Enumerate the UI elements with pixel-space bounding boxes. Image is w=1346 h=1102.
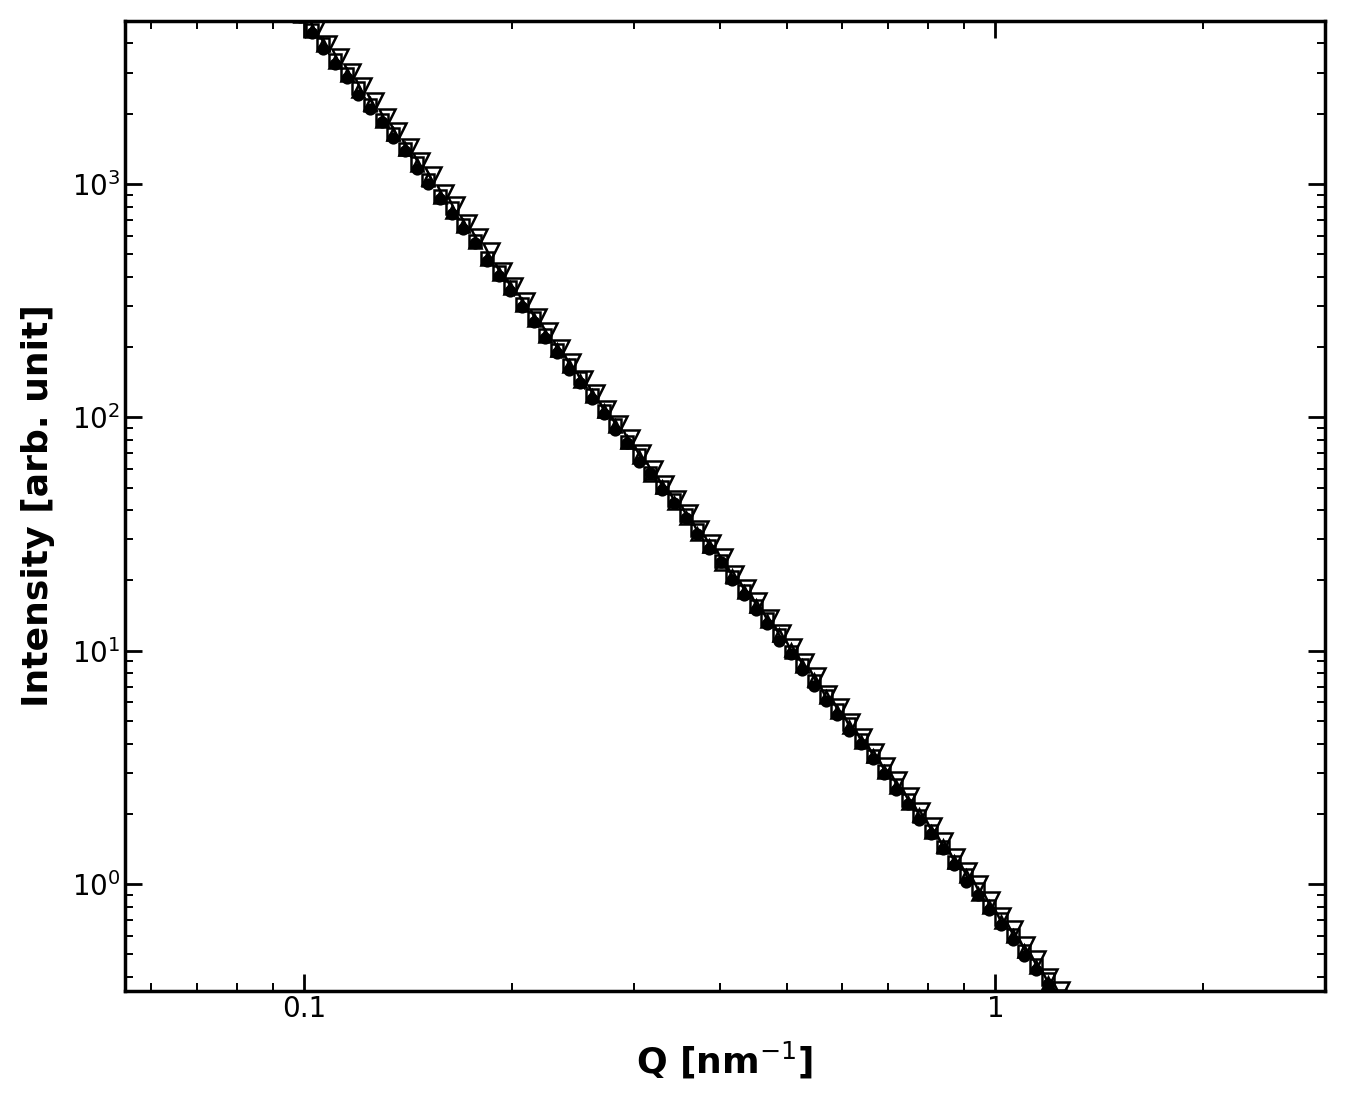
Y-axis label: Intensity [arb. unit]: Intensity [arb. unit] [20,304,55,707]
X-axis label: Q [nm$^{-1}$]: Q [nm$^{-1}$] [637,1040,813,1081]
